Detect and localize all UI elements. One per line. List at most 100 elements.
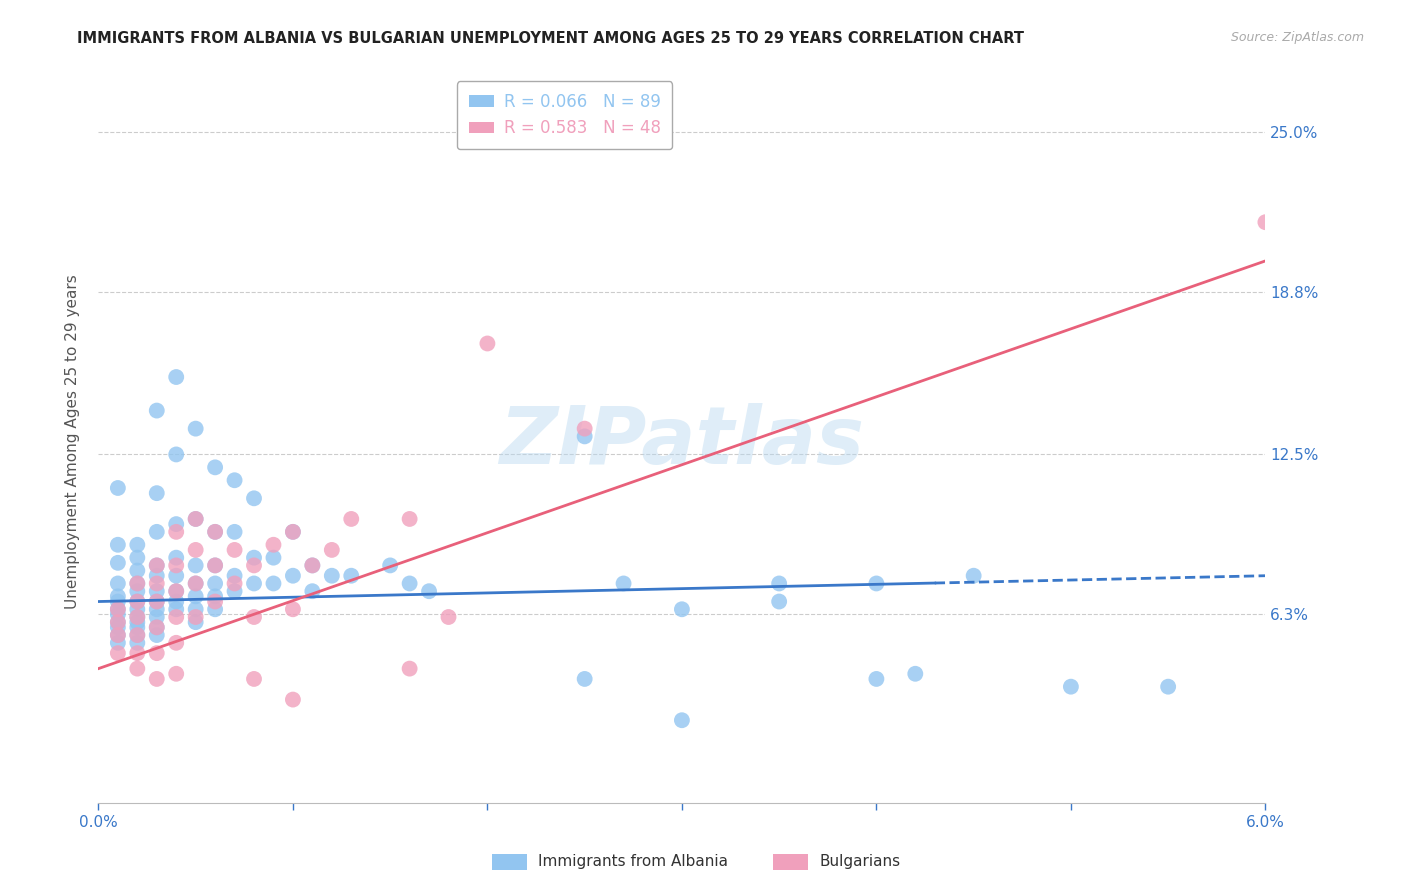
Point (398, 512, 420, 526)
Point (146, 558, 169, 573)
Point (904, 666, 927, 681)
Point (962, 568, 984, 582)
Point (1060, 680, 1083, 694)
Point (146, 568, 169, 582)
Point (574, 672, 596, 686)
Point (671, 713, 693, 727)
Point (107, 590, 129, 604)
Point (321, 542, 343, 557)
Point (224, 542, 246, 557)
Point (768, 594, 790, 608)
Point (146, 628, 169, 642)
Point (204, 460, 226, 475)
Point (107, 607, 129, 622)
Point (281, 524, 304, 539)
Point (204, 558, 226, 573)
Point (146, 672, 169, 686)
Y-axis label: Unemployment Among Ages 25 to 29 years: Unemployment Among Ages 25 to 29 years (65, 274, 80, 609)
Legend: R = 0.066   N = 89, R = 0.583   N = 48: R = 0.066 N = 89, R = 0.583 N = 48 (457, 81, 672, 149)
Point (127, 628, 149, 642)
Point (107, 602, 129, 616)
Point (574, 422, 596, 436)
Point (107, 538, 129, 552)
Point (127, 584, 149, 599)
Point (184, 512, 207, 526)
Point (165, 524, 187, 539)
Point (146, 403, 169, 417)
Point (865, 576, 887, 591)
Point (243, 558, 266, 573)
Point (398, 576, 420, 591)
Point (398, 662, 420, 676)
Point (184, 576, 207, 591)
Point (224, 584, 246, 599)
Text: Bulgarians: Bulgarians (820, 855, 901, 869)
Point (301, 558, 323, 573)
Point (146, 576, 169, 591)
Text: Source: ZipAtlas.com: Source: ZipAtlas.com (1230, 31, 1364, 45)
Point (146, 620, 169, 634)
Point (127, 576, 149, 591)
Point (340, 568, 363, 582)
Point (768, 576, 790, 591)
Point (165, 370, 187, 384)
Point (165, 568, 187, 582)
Text: ZIPatlas: ZIPatlas (499, 402, 865, 481)
Point (107, 576, 129, 591)
Point (127, 550, 149, 565)
Point (865, 672, 887, 686)
Point (146, 524, 169, 539)
Point (380, 558, 402, 573)
Point (107, 556, 129, 570)
Point (146, 594, 169, 608)
Point (184, 422, 207, 436)
Point (165, 602, 187, 616)
Point (204, 524, 226, 539)
Point (165, 447, 187, 461)
Point (127, 602, 149, 616)
Point (204, 524, 226, 539)
Point (107, 620, 129, 634)
Point (340, 512, 363, 526)
Point (107, 636, 129, 650)
Point (262, 550, 284, 565)
Point (127, 620, 149, 634)
Point (146, 486, 169, 500)
Point (243, 672, 266, 686)
Point (224, 576, 246, 591)
Point (184, 542, 207, 557)
Point (107, 615, 129, 630)
Point (107, 594, 129, 608)
Point (165, 636, 187, 650)
Point (477, 336, 499, 351)
Point (107, 615, 129, 630)
Point (107, 628, 129, 642)
Point (107, 646, 129, 660)
Point (165, 584, 187, 599)
Point (262, 538, 284, 552)
Point (184, 610, 207, 624)
Point (184, 558, 207, 573)
Point (184, 590, 207, 604)
Point (127, 594, 149, 608)
Point (107, 481, 129, 495)
Point (127, 636, 149, 650)
Point (146, 646, 169, 660)
Point (127, 615, 149, 630)
Point (127, 610, 149, 624)
Point (146, 558, 169, 573)
Point (301, 584, 323, 599)
Point (224, 473, 246, 487)
Point (146, 584, 169, 599)
Point (146, 594, 169, 608)
Point (127, 628, 149, 642)
Point (204, 558, 226, 573)
Point (243, 610, 266, 624)
Point (146, 620, 169, 634)
Point (127, 610, 149, 624)
Point (165, 517, 187, 532)
Point (165, 550, 187, 565)
Point (184, 512, 207, 526)
Text: IMMIGRANTS FROM ALBANIA VS BULGARIAN UNEMPLOYMENT AMONG AGES 25 TO 29 YEARS CORR: IMMIGRANTS FROM ALBANIA VS BULGARIAN UNE… (77, 31, 1025, 46)
Point (165, 666, 187, 681)
